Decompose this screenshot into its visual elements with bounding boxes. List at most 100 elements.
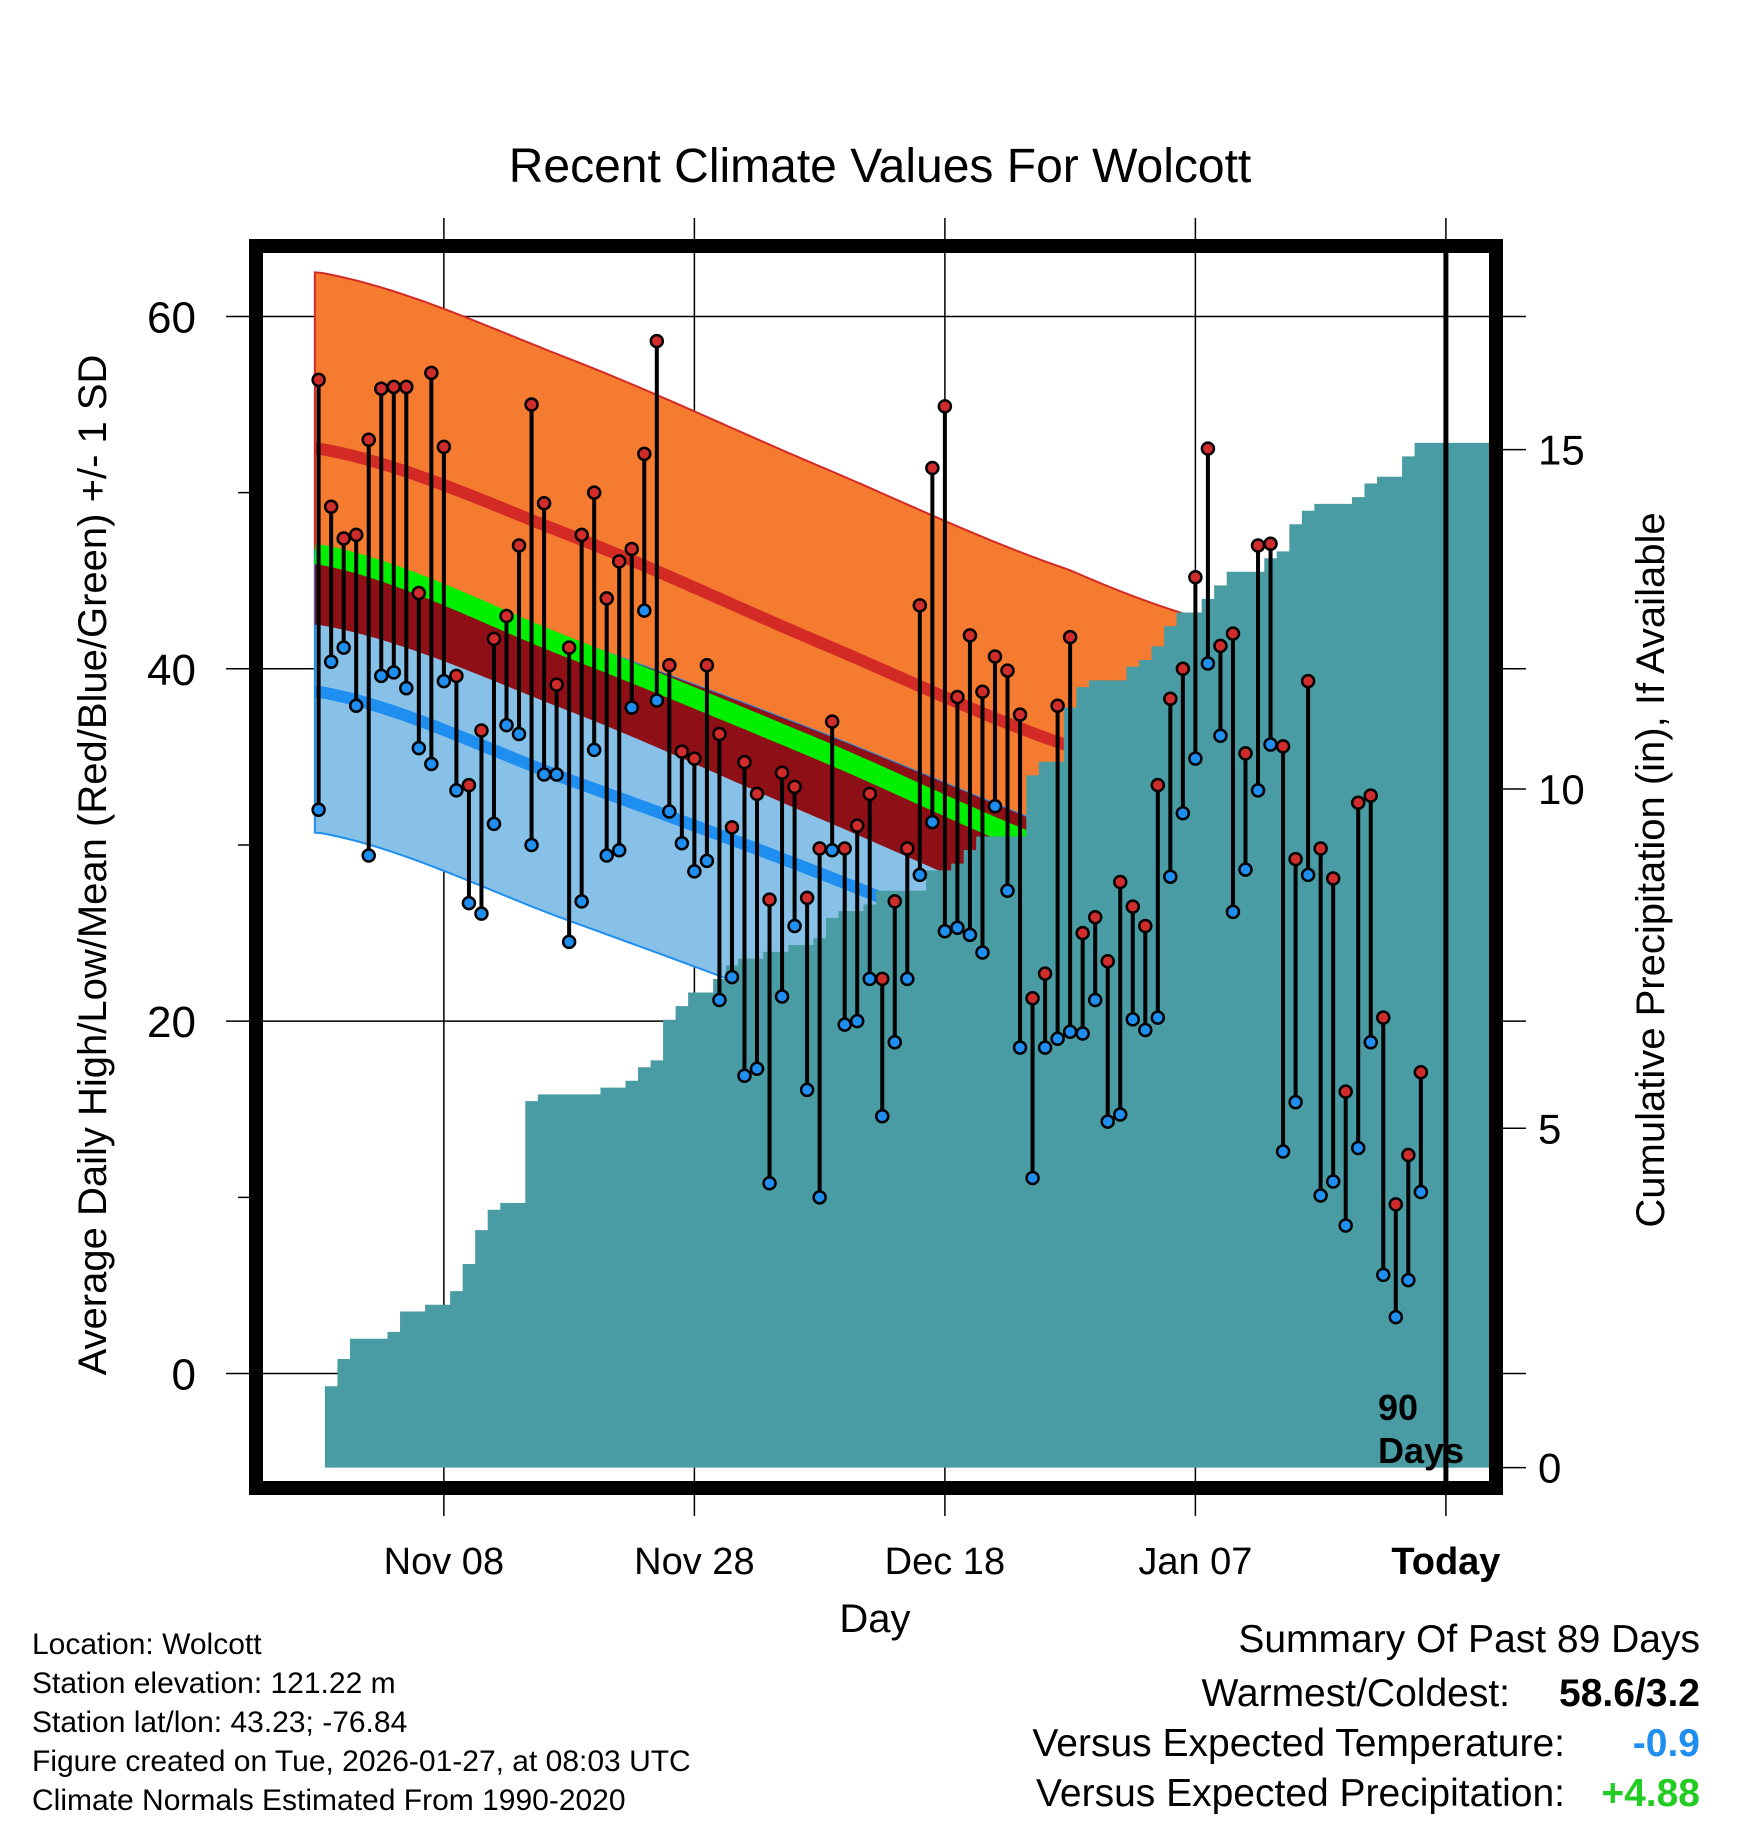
high-point [1100,954,1115,969]
low-point [687,864,702,879]
low-point [611,843,627,858]
low-point [875,1109,890,1124]
footer-location: Location: Wolcott [32,1628,262,1661]
high-point [474,723,489,738]
low-point [699,853,715,869]
low-point [887,1035,903,1050]
low-point [561,934,577,950]
low-point [1250,783,1266,798]
low-point [1213,728,1228,744]
high-point [962,628,978,643]
low-point [649,693,665,708]
low-point [812,1190,827,1205]
low-point [1112,1107,1128,1122]
low-point [474,906,489,921]
low-point [1388,1309,1404,1325]
high-point [1012,707,1028,722]
precip-area [312,442,1496,1468]
high-point [1025,990,1040,1006]
low-point [311,802,326,817]
low-point [1188,751,1203,766]
high-point [1213,638,1228,654]
high-point [586,485,602,500]
high-point [849,818,865,833]
low-point [674,835,690,851]
low-point [599,848,614,863]
high-point [323,499,339,514]
high-point [1413,1064,1429,1080]
low-point [1401,1272,1416,1288]
high-point [674,744,690,759]
low-point [987,798,1003,814]
high-point [987,649,1003,664]
low-point [1288,1094,1303,1110]
footer-created: Figure created on Tue, 2026-01-27, at 08… [32,1745,691,1778]
high-point [511,538,527,553]
y-tick-label: 20 [147,998,196,1047]
low-point [386,665,402,680]
footer-elevation: Station elevation: 121.22 m [32,1667,396,1700]
high-point [1325,871,1341,886]
low-point [724,969,740,985]
plot-frame [249,239,1503,1495]
low-point [624,700,640,715]
low-point [424,756,439,772]
y2-axis-label: Cumulative Precipitation (in), If Availa… [1629,512,1673,1227]
low-point [1050,1031,1065,1047]
daily-range-stems [316,341,1423,1318]
high-point [549,677,564,692]
low-point [712,992,727,1008]
low-point [1175,806,1191,821]
high-point [724,820,740,835]
high-point [1263,536,1278,551]
low-point [1376,1267,1391,1283]
low-point [1012,1040,1028,1055]
high-point [361,432,376,448]
low-point [374,668,389,684]
high-point [1350,795,1366,810]
high-point [561,640,577,655]
high-point [1050,698,1065,714]
high-point [799,890,815,906]
summary-precip-value: +4.88 [1601,1772,1700,1815]
high-point [937,399,953,414]
high-point [887,894,903,909]
low-point [950,920,965,936]
low-point [1163,869,1178,884]
high-point [774,765,790,780]
x-tick-label: Today [1391,1541,1500,1583]
summary-precip: Versus Expected Precipitation: +4.88 [1036,1772,1700,1816]
high-point [1275,739,1291,754]
low-point [774,989,790,1004]
high-point [950,689,965,705]
low-point [1325,1174,1341,1189]
x-axis-label: Day [839,1597,910,1641]
high-point [486,631,502,647]
high-point [1338,1084,1353,1099]
y2-tick-label: 15 [1538,427,1585,474]
low-point [1062,1024,1078,1039]
high-point [449,668,464,684]
x-tick-label: Jan 07 [1138,1541,1252,1583]
low-point [937,924,953,939]
high-point [637,446,652,462]
high-point [812,841,827,856]
low-point [1138,1022,1153,1038]
low-point [348,698,364,714]
low-point [749,1061,765,1076]
high-point [1125,899,1141,914]
high-point [1112,874,1128,890]
high-point [737,754,752,770]
y-axis-label: Average Daily High/Low/Mean (Red/Blue/Gr… [71,355,115,1376]
high-point [436,439,452,455]
today-label-line1: 90 [1378,1387,1418,1428]
high-point [862,786,877,802]
plot-border [249,239,1503,1495]
low-point [574,894,589,909]
summary-warm-cold-value: 58.6/3.2 [1559,1672,1700,1715]
low-point [1025,1170,1040,1186]
high-point [374,381,389,396]
high-point [1300,673,1316,689]
high-point [524,397,539,412]
high-point [787,779,802,795]
